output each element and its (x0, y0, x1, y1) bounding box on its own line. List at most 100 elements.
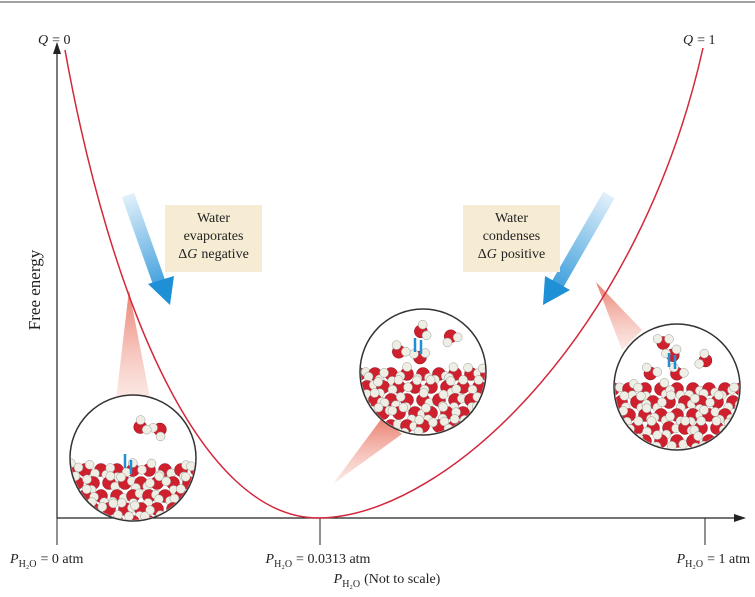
oxygen (489, 407, 502, 420)
hydrogen (106, 463, 115, 472)
hydrogen (136, 416, 145, 425)
hydrogen (464, 363, 473, 372)
hydrogen (751, 421, 755, 430)
hydrogen (370, 389, 379, 398)
hydrogen (700, 349, 709, 358)
hydrogen (380, 368, 389, 377)
condensation-arrow (556, 195, 609, 287)
variable: G (487, 247, 497, 262)
symbol: P (265, 552, 275, 567)
q-one: Q = 1 (683, 33, 716, 48)
hydrogen (82, 485, 91, 494)
hydrogen (640, 443, 649, 452)
hydrogen (388, 385, 397, 394)
oxygen (71, 503, 84, 516)
hydrogen (461, 426, 470, 435)
hydrogen (374, 403, 383, 412)
oxygen (489, 381, 502, 394)
hydrogen (350, 364, 359, 373)
hydrogen (667, 391, 676, 400)
hydrogen (620, 391, 629, 400)
hydrogen (653, 367, 662, 376)
hydrogen (117, 498, 126, 507)
hydrogen (666, 412, 675, 421)
callout-delta-line: ΔGnegative (178, 247, 249, 262)
hydrogen (712, 417, 721, 426)
hydrogen (730, 437, 739, 446)
text: = 0 atm (41, 552, 84, 567)
hydrogen (364, 372, 373, 381)
evaporation-arrow (128, 195, 160, 285)
hydrogen (428, 418, 437, 427)
oxygen (465, 420, 478, 433)
hydrogen (740, 379, 749, 388)
subscript: H₂O (274, 559, 292, 570)
symbol: Q (683, 33, 693, 48)
hydrogen (124, 523, 133, 532)
hydrogen (348, 394, 357, 403)
hydrogen (660, 378, 669, 387)
hydrogen (490, 389, 499, 398)
hydrogen (452, 385, 461, 394)
oxygen (481, 394, 494, 407)
hydrogen (354, 415, 363, 424)
hydrogen (422, 331, 431, 340)
y-axis-label: Free energy (25, 249, 44, 330)
hydrogen (642, 363, 651, 372)
oxygen (353, 394, 366, 407)
hydrogen (653, 334, 662, 343)
hydrogen (716, 442, 725, 451)
callout-line: Water (197, 211, 230, 226)
molecule-views (58, 309, 755, 533)
hydrogen (181, 472, 190, 481)
symbol: P (9, 552, 19, 567)
hydrogen (634, 383, 643, 392)
hydrogen (176, 485, 185, 494)
hydrogen (605, 379, 614, 388)
hydrogen (117, 473, 126, 482)
hydrogen (446, 377, 455, 386)
hydrogen (146, 479, 155, 488)
delta: Δ (178, 247, 187, 262)
hydrogen (175, 504, 184, 513)
oxygen (481, 420, 494, 433)
hydrogen (636, 392, 645, 401)
value: = 1 (697, 33, 715, 48)
hydrogen (156, 432, 165, 441)
hydrogen (459, 376, 468, 385)
oxygen (199, 503, 212, 516)
hydrogen (714, 391, 723, 400)
hydrogen (67, 482, 76, 491)
callout-line: Water (495, 211, 528, 226)
hydrogen (138, 465, 147, 474)
hydrogen (58, 466, 67, 475)
pressure-label: PH₂O= 0.0313 atm (265, 552, 371, 570)
hydrogen (364, 419, 373, 428)
sign: negative (201, 247, 248, 262)
oxygen (353, 420, 366, 433)
hydrogen (194, 503, 203, 512)
hydrogen (167, 521, 176, 530)
hydrogen (727, 439, 736, 448)
callout-line: evaporates (184, 229, 244, 244)
hydrogen (620, 431, 629, 440)
hydrogen (486, 401, 495, 410)
hydrogen (711, 440, 720, 449)
hydrogen (69, 512, 78, 521)
hydrogen (75, 511, 84, 520)
hydrogen (739, 443, 748, 452)
hydrogen (449, 363, 458, 372)
hydrogen (634, 417, 643, 426)
hydrogen (66, 505, 75, 514)
hydrogen (679, 368, 688, 377)
hydrogen (100, 523, 109, 532)
hydrogen (730, 383, 739, 392)
hydrogen (418, 320, 427, 329)
hydrogen (140, 523, 149, 532)
callout-beam (333, 418, 402, 484)
hydrogen (162, 477, 171, 486)
hydrogen (450, 415, 459, 424)
hydrogen (83, 475, 92, 484)
hydrogen (489, 367, 498, 376)
hydrogen (204, 484, 213, 493)
